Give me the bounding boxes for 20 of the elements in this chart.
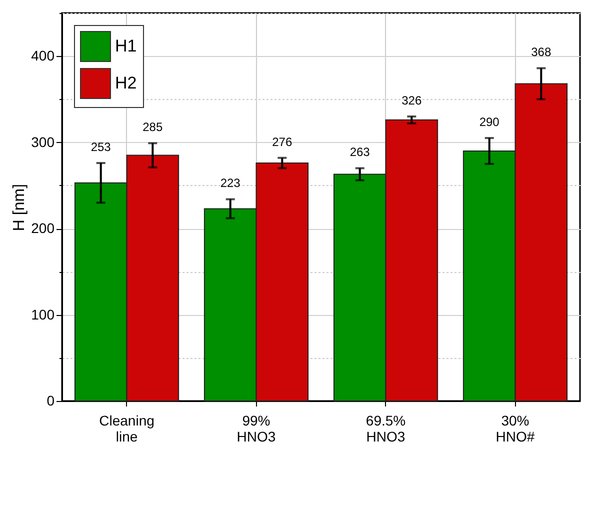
y-tick-label: 400 xyxy=(31,48,55,64)
legend-label: H1 xyxy=(115,36,137,56)
data-label: 223 xyxy=(220,176,241,190)
data-label: 263 xyxy=(350,145,370,160)
y-axis-title: H [nm] xyxy=(11,184,28,232)
x-tick-label: 69.5% HNO3 xyxy=(366,412,406,444)
data-label: 290 xyxy=(479,115,500,130)
x-tick-label: 99% HNO3 xyxy=(236,412,276,444)
data-label: 253 xyxy=(90,140,112,154)
y-tick-label: 100 xyxy=(31,306,55,322)
data-label: 368 xyxy=(531,45,552,60)
data-label: 326 xyxy=(402,93,422,108)
data-label: 276 xyxy=(272,134,292,149)
data-label: 285 xyxy=(142,120,163,134)
x-tick-label: 30% HNO# xyxy=(496,412,535,444)
legend-label: H2 xyxy=(115,74,137,92)
y-tick-label: 0 xyxy=(46,392,55,408)
x-tick-label: Cleaning line xyxy=(99,412,154,444)
y-tick-label: 200 xyxy=(31,220,55,236)
y-tick-label: 300 xyxy=(31,134,55,150)
